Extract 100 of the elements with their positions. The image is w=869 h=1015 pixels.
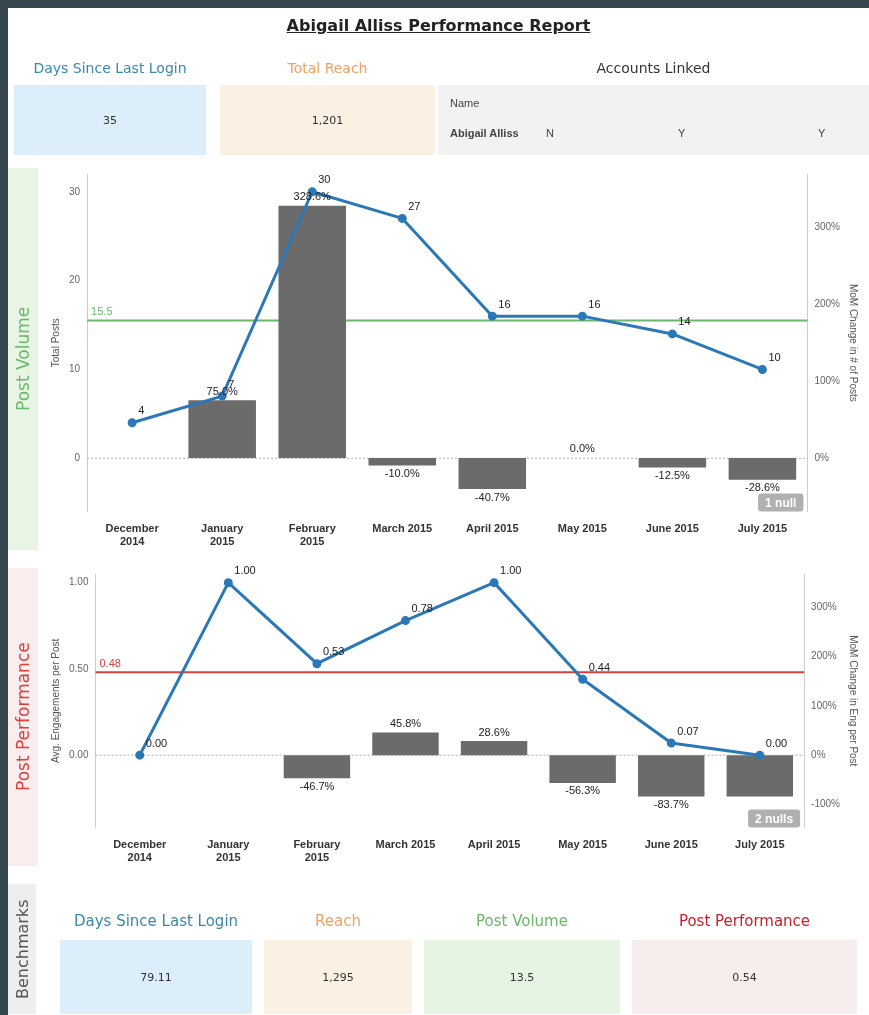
x-tick-label: March 2015 [375, 838, 436, 851]
bar [726, 755, 794, 797]
text: 35 [14, 85, 206, 155]
data-label: 0.0% [569, 442, 596, 455]
data-label: 0.00 [145, 736, 168, 749]
bar [372, 732, 439, 756]
y2-axis-title: MoM Change in # of Posts [848, 283, 860, 402]
annotation: 1 null [765, 495, 797, 510]
x-tick-label: April 2015 [466, 522, 519, 535]
text: Name [450, 97, 480, 109]
x-tick-label: July 2015 [735, 838, 785, 851]
bar [278, 205, 346, 458]
x-tick-label: January 2015 [207, 838, 251, 864]
point [397, 213, 407, 223]
x-tick-label: March 2015 [372, 522, 433, 535]
x-tick-label: January 2015 [201, 522, 245, 548]
bar [549, 755, 616, 783]
data-label: -56.3% [565, 784, 601, 797]
x-tick-label: February 2015 [293, 838, 342, 864]
bar [458, 457, 527, 490]
y-tick-label: 0.50 [68, 662, 89, 674]
text: Post Performance [8, 568, 38, 866]
point [127, 418, 137, 428]
point [755, 750, 765, 760]
text: Abigail Alliss [450, 127, 519, 139]
data-label: 28.6% [478, 725, 510, 738]
data-label: -46.7% [299, 779, 335, 792]
y-tick-label: 20 [69, 274, 81, 286]
x-tick-label: May 2015 [558, 838, 608, 851]
data-label: 1.00 [234, 564, 256, 577]
text: Days Since Last Login [32, 60, 188, 76]
x-tick-label: June 2015 [644, 838, 698, 851]
y2-axis-title: MoM Change in Eng per Post [848, 635, 860, 767]
data-label: 0.00 [765, 736, 788, 749]
text: Post Performance [677, 912, 812, 930]
text: Y [818, 127, 826, 139]
data-label: 14 [678, 315, 691, 328]
y-tick-label: 0 [74, 452, 81, 464]
text: 13.5 [424, 940, 620, 1014]
y2-tick-label: -100% [811, 798, 841, 810]
text: Accounts Linked [595, 60, 712, 76]
x-tick-label: June 2015 [645, 522, 699, 535]
y2-tick-label: 100% [811, 699, 837, 711]
text: Abigail Alliss Performance Report [285, 16, 592, 35]
x-tick-label: July 2015 [737, 522, 788, 535]
data-label: -10.0% [384, 467, 420, 480]
data-label: 27 [408, 199, 421, 212]
y2-tick-label: 300% [814, 221, 841, 233]
x-tick-label: May 2015 [557, 522, 607, 535]
y-tick-label: 1.00 [68, 576, 89, 588]
point [400, 616, 410, 626]
text: 1,295 [264, 940, 412, 1014]
point [577, 311, 587, 321]
data-label: -40.7% [474, 490, 510, 503]
data-label: 16 [498, 297, 511, 310]
data-label: -12.5% [654, 469, 691, 482]
x-tick-label: December 2014 [105, 522, 160, 548]
data-label: 0.78 [411, 602, 433, 615]
bar [283, 755, 351, 779]
data-label: 10 [768, 350, 781, 363]
y-tick-label: 10 [69, 363, 81, 375]
y2-tick-label: 200% [814, 298, 841, 310]
text: Total Reach [286, 60, 369, 76]
x-tick-label: February 2015 [288, 522, 337, 548]
y-tick-label: 0.00 [68, 748, 89, 760]
point [135, 750, 145, 760]
point [757, 364, 767, 374]
y2-tick-label: 0% [811, 748, 826, 760]
data-label: -28.6% [744, 481, 781, 494]
text: Days Since Last Login [72, 912, 240, 930]
bar [728, 457, 797, 480]
x-tick-label: April 2015 [467, 838, 521, 851]
data-label: 4 [138, 404, 145, 417]
data-label: 1.00 [500, 564, 522, 577]
point [223, 578, 233, 588]
y2-tick-label: 100% [814, 374, 841, 386]
point [312, 659, 322, 669]
y-tick-label: 30 [69, 185, 81, 197]
data-label: 45.8% [389, 717, 422, 730]
point [487, 311, 497, 321]
point [666, 738, 676, 748]
bar [368, 457, 437, 466]
y-axis-title: Total Posts [49, 318, 61, 368]
text: 79.11 [60, 940, 252, 1014]
bar [638, 755, 705, 797]
data-label: 30 [318, 173, 331, 186]
text: Y [678, 127, 686, 139]
text: 1,201 [220, 85, 435, 155]
bar [460, 741, 528, 756]
y2-tick-label: 200% [811, 650, 837, 662]
text: Benchmarks [8, 884, 36, 1014]
bar [188, 400, 256, 458]
point [489, 578, 499, 588]
bar [638, 457, 707, 468]
y2-tick-label: 0% [814, 451, 829, 463]
ref-line-label: 0.48 [99, 656, 121, 669]
text: Post Volume [475, 912, 569, 930]
point [578, 674, 588, 684]
x-tick-label: December 2014 [113, 838, 168, 864]
text: 0.54 [632, 940, 857, 1014]
